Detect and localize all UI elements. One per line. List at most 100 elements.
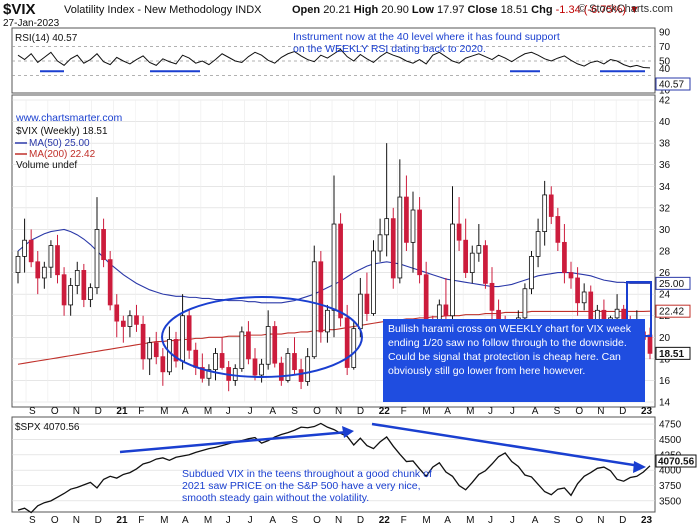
down-arrow-icon: ▼ [629, 4, 640, 16]
month-label: N [73, 406, 80, 417]
candle-body [35, 261, 41, 279]
price-tick-label: 36 [659, 160, 671, 171]
candle-body [562, 241, 567, 273]
candle-body [555, 216, 561, 243]
candle-body [134, 315, 139, 325]
legend-volume: Volume undef [16, 160, 77, 171]
candle-body [292, 353, 297, 371]
ma200-value-tag [655, 304, 691, 318]
candle-body [476, 245, 482, 254]
month-label: A [532, 515, 539, 526]
rsi-annotation-line1: Instrument now at the 40 level where it … [293, 31, 560, 43]
spx-tick-label: 4750 [659, 420, 682, 431]
harami-annotation-line2: ending 1/20 saw no follow through to the… [388, 337, 627, 349]
month-label: M [204, 406, 212, 417]
month-label: O [313, 406, 321, 417]
month-label: A [269, 406, 276, 417]
month-label: J [226, 406, 231, 417]
candle-body [120, 320, 126, 327]
month-label: J [510, 515, 515, 526]
candle-body [456, 223, 462, 241]
candle-body [88, 287, 93, 300]
price-tick-label: 18 [659, 354, 671, 365]
harami-annotation-line4: obviously still go lower from here howev… [388, 365, 585, 377]
candle-body [404, 196, 409, 243]
candle-body [68, 285, 74, 306]
legend-ma200: MA(200) 22.42 [29, 149, 96, 160]
month-label: O [51, 406, 59, 417]
month-label: O [51, 515, 59, 526]
price-tick-label: 28 [659, 247, 671, 258]
spx-tick-label: 4000 [659, 466, 682, 477]
candle-body [252, 358, 258, 376]
candle-body [61, 274, 67, 306]
candle-body [305, 356, 311, 382]
month-label: S [29, 515, 36, 526]
candle-body [272, 326, 278, 364]
ma50-value-tag [655, 276, 691, 290]
candle-body [581, 291, 587, 304]
month-label: O [575, 406, 583, 417]
candle-body [542, 194, 548, 232]
spx-annotation-line2: 2021 saw PRICE on the S&P 500 have a ver… [182, 480, 421, 492]
month-label: F [401, 406, 407, 417]
candle-body [463, 239, 469, 273]
month-label: F [401, 515, 407, 526]
month-label: 21 [116, 406, 128, 417]
candle-body [107, 259, 113, 306]
quote-line: Open 20.21 High 20.90 Low 17.97 Close 18… [292, 4, 640, 16]
candle-layer [15, 143, 653, 392]
candle-body [140, 323, 146, 360]
chart-header: $VIX Volatility Index - New Methodology … [0, 0, 700, 29]
month-label: N [597, 515, 604, 526]
month-label: N [597, 406, 604, 417]
chart-date: 27-Jan-2023 [3, 18, 60, 29]
candle-body [522, 288, 528, 319]
candle-body [548, 194, 554, 217]
candle-body [285, 353, 291, 381]
month-label: M [160, 515, 168, 526]
candle-body [371, 250, 376, 314]
candle-body [101, 229, 106, 261]
candle-body [417, 209, 422, 276]
candle-body [173, 339, 179, 362]
month-label: J [248, 406, 253, 417]
price-tick-label: 34 [659, 182, 671, 193]
candle-body [81, 270, 87, 300]
month-label: A [444, 406, 451, 417]
candle-body [647, 334, 653, 354]
spx-layer [17, 422, 651, 514]
rsi-tick-label: 10 [659, 86, 671, 97]
candle-body [265, 326, 271, 365]
candle-body [298, 369, 304, 382]
spx-value-tag [655, 454, 697, 468]
candle-body [219, 353, 225, 368]
month-label: A [269, 515, 276, 526]
candle-body [357, 293, 363, 330]
price-tick-label: 16 [659, 376, 671, 387]
rsi-value-tag-text: 40.57 [659, 80, 684, 91]
candle-body [450, 223, 455, 317]
month-label: J [510, 406, 515, 417]
month-label: D [619, 406, 626, 417]
candle-body [443, 304, 449, 317]
spx-tick-label: 4500 [659, 435, 682, 446]
month-label: 23 [641, 515, 653, 526]
candle-body [364, 293, 370, 314]
rsi-label: RSI(14) 40.57 [15, 33, 78, 44]
month-label: M [466, 406, 474, 417]
high-value: 20.90 [381, 4, 409, 16]
rsi-layer [17, 48, 651, 73]
legend-ma50: MA(50) 25.00 [29, 138, 90, 149]
spx-downtrend-line [371, 422, 641, 468]
candle-body [311, 261, 317, 358]
month-label: N [335, 515, 342, 526]
chg-value: -1.34 (-6.75%) [555, 4, 626, 16]
candle-body [22, 239, 27, 257]
month-label: D [619, 515, 626, 526]
candle-body [397, 196, 403, 279]
month-label: D [95, 515, 102, 526]
month-label: N [73, 515, 80, 526]
rsi-tick-label: 50 [659, 57, 671, 68]
